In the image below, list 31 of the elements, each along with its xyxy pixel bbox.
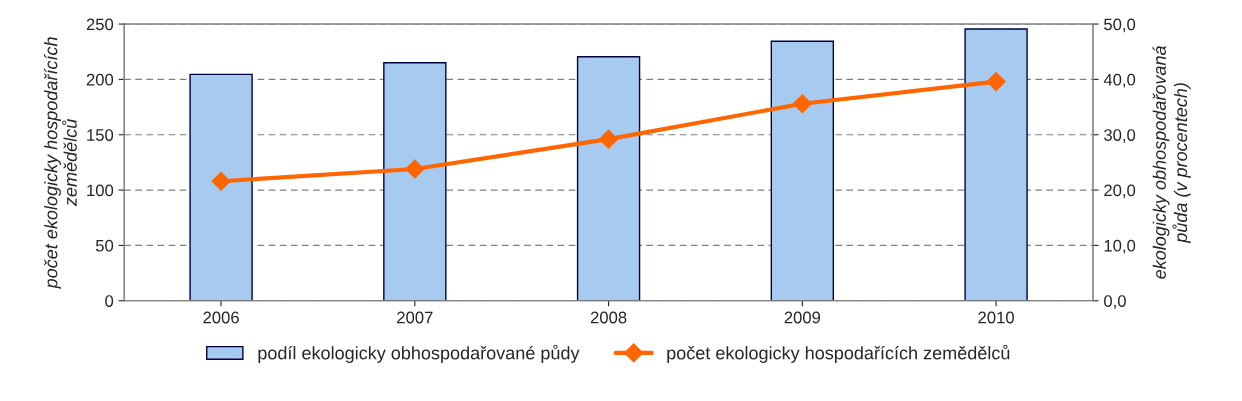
y-axis-title: počet ekologicky hospodařících zemědělců — [43, 37, 77, 289]
y2-tick-label: 50,0 — [1104, 18, 1136, 33]
y2-tick-label: 30,0 — [1104, 129, 1136, 143]
x-tick-label: 2009 — [784, 311, 821, 324]
bar — [770, 40, 835, 301]
x-tick-label: 2008 — [590, 311, 627, 324]
x-tick-label: 2010 — [978, 311, 1014, 324]
bar — [576, 56, 641, 301]
y-tick-label: 100 — [87, 184, 114, 197]
x-tick-label: 2007 — [397, 311, 433, 324]
point — [211, 171, 231, 191]
y-tick-label: 150 — [87, 129, 114, 141]
bar — [383, 62, 447, 301]
y2-tick-label: 10,0 — [1104, 239, 1136, 254]
y2-tick-label: 20,0 — [1104, 184, 1136, 199]
y-tick-label: 50 — [95, 239, 114, 252]
y-tick-label: 0 — [105, 295, 114, 307]
bar — [189, 73, 253, 301]
point — [986, 72, 1006, 92]
point — [792, 94, 812, 114]
x-tick-label: 2006 — [203, 311, 239, 324]
y2-tick-label: 0,0 — [1104, 295, 1126, 309]
y-tick-label: 200 — [86, 73, 114, 86]
y2-axis-title: ekologicky obhospodařovaná půda (v procentech) — [1152, 46, 1191, 279]
legend-label: podíl ekologicky obhospodařované půdy — [258, 344, 580, 363]
bar — [964, 28, 1028, 301]
legend-label: počet ekologicky hospodařících zemědělců — [667, 344, 1010, 363]
y2-tick-label: 40,0 — [1103, 73, 1136, 88]
y-tick-label: 250 — [86, 18, 114, 31]
point — [405, 159, 425, 179]
point — [599, 129, 619, 149]
